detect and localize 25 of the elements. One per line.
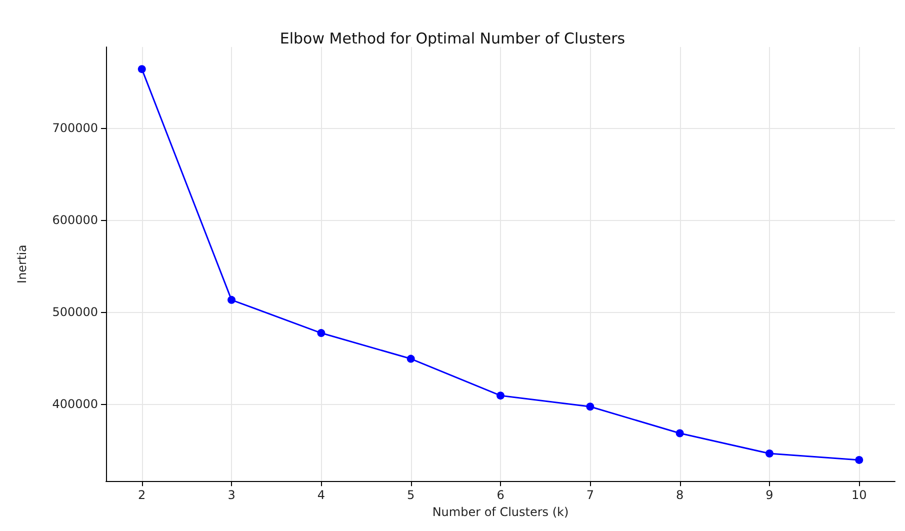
point [765, 450, 774, 458]
x-tick-label: 9 [766, 488, 774, 502]
point [496, 392, 504, 400]
y-tick-label: 700000 [52, 120, 98, 135]
point [855, 456, 864, 464]
point [228, 296, 236, 304]
point [406, 354, 415, 363]
x-tick-label: 8 [676, 488, 684, 502]
x-tick-label: 10 [851, 488, 867, 502]
point [586, 402, 594, 411]
x-tick-label: 7 [586, 488, 594, 502]
x-tick-label: 4 [317, 488, 325, 502]
x-axis-title: Number of Clusters (k) [432, 505, 569, 519]
chart-title: Elbow Method for Optimal Number of Clusters [280, 30, 626, 48]
x-tick-label: 2 [138, 488, 146, 502]
point [676, 429, 684, 438]
y-axis-title: Inertia [15, 244, 29, 284]
point [317, 329, 326, 338]
y-tick-label: 500000 [52, 304, 98, 319]
x-tick-label: 3 [228, 488, 236, 502]
x-tick-label: 5 [407, 488, 415, 502]
x-tick-label: 6 [496, 488, 504, 502]
y-tick-label: 400000 [52, 396, 98, 411]
point [138, 65, 146, 74]
y-tick-label: 600000 [52, 212, 98, 227]
